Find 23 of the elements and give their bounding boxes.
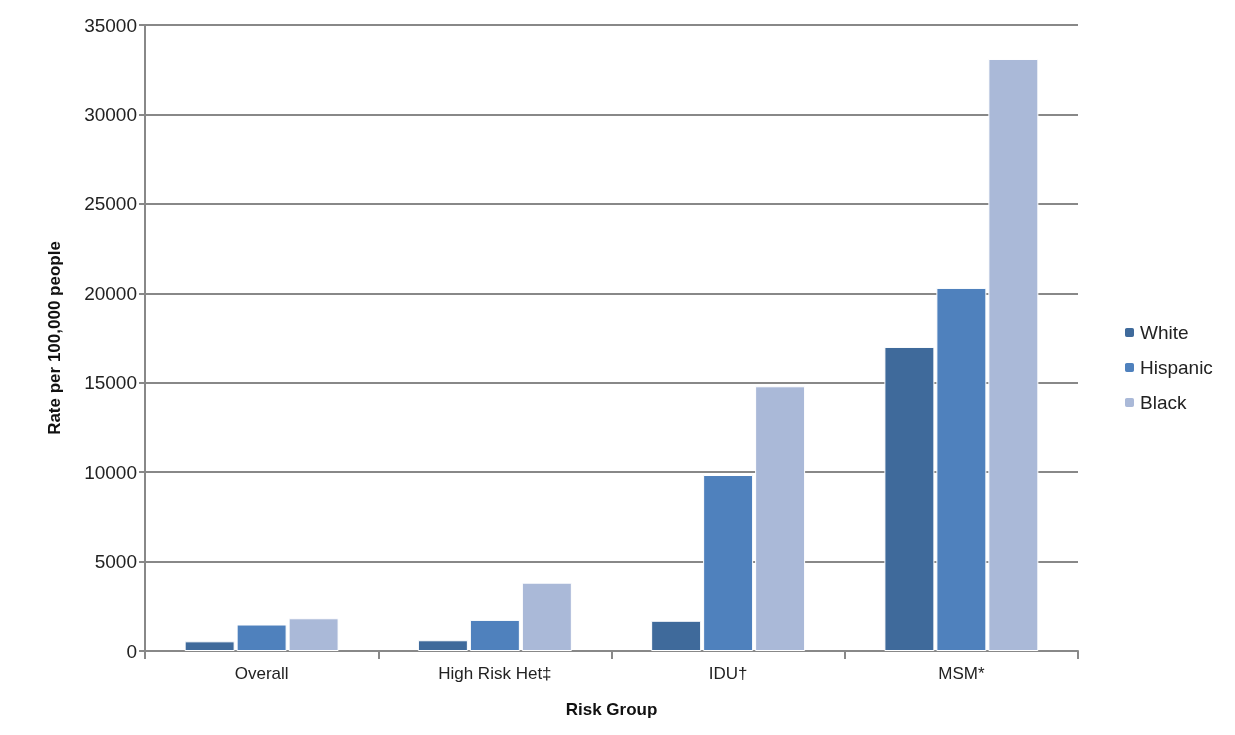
legend-label: Black: [1140, 392, 1187, 413]
y-tick-label: 5000: [94, 551, 137, 573]
y-axis-title: Rate per 100,000 people: [45, 241, 64, 435]
bar: [521, 582, 572, 651]
y-tick-label: 20000: [84, 282, 137, 304]
y-tick-label: 30000: [84, 103, 137, 125]
bar: [755, 386, 806, 651]
legend-label: Hispanic: [1140, 357, 1213, 378]
x-axis-title: Risk Group: [565, 700, 658, 719]
bar: [651, 620, 702, 651]
y-tick-label: 10000: [84, 461, 137, 483]
y-tick-label: 15000: [84, 372, 137, 394]
legend-label: White: [1140, 322, 1189, 343]
x-tick-label: IDU†: [708, 664, 748, 683]
bar: [703, 475, 754, 651]
x-tick-label: MSM*: [938, 664, 985, 683]
y-tick-label: 0: [126, 640, 137, 662]
bar: [469, 619, 520, 651]
x-tick-label: High Risk Het‡: [438, 664, 552, 683]
y-tick-label: 35000: [84, 14, 137, 36]
y-tick-label: 25000: [84, 193, 137, 215]
bar: [417, 640, 468, 651]
x-tick-label: Overall: [234, 664, 289, 683]
